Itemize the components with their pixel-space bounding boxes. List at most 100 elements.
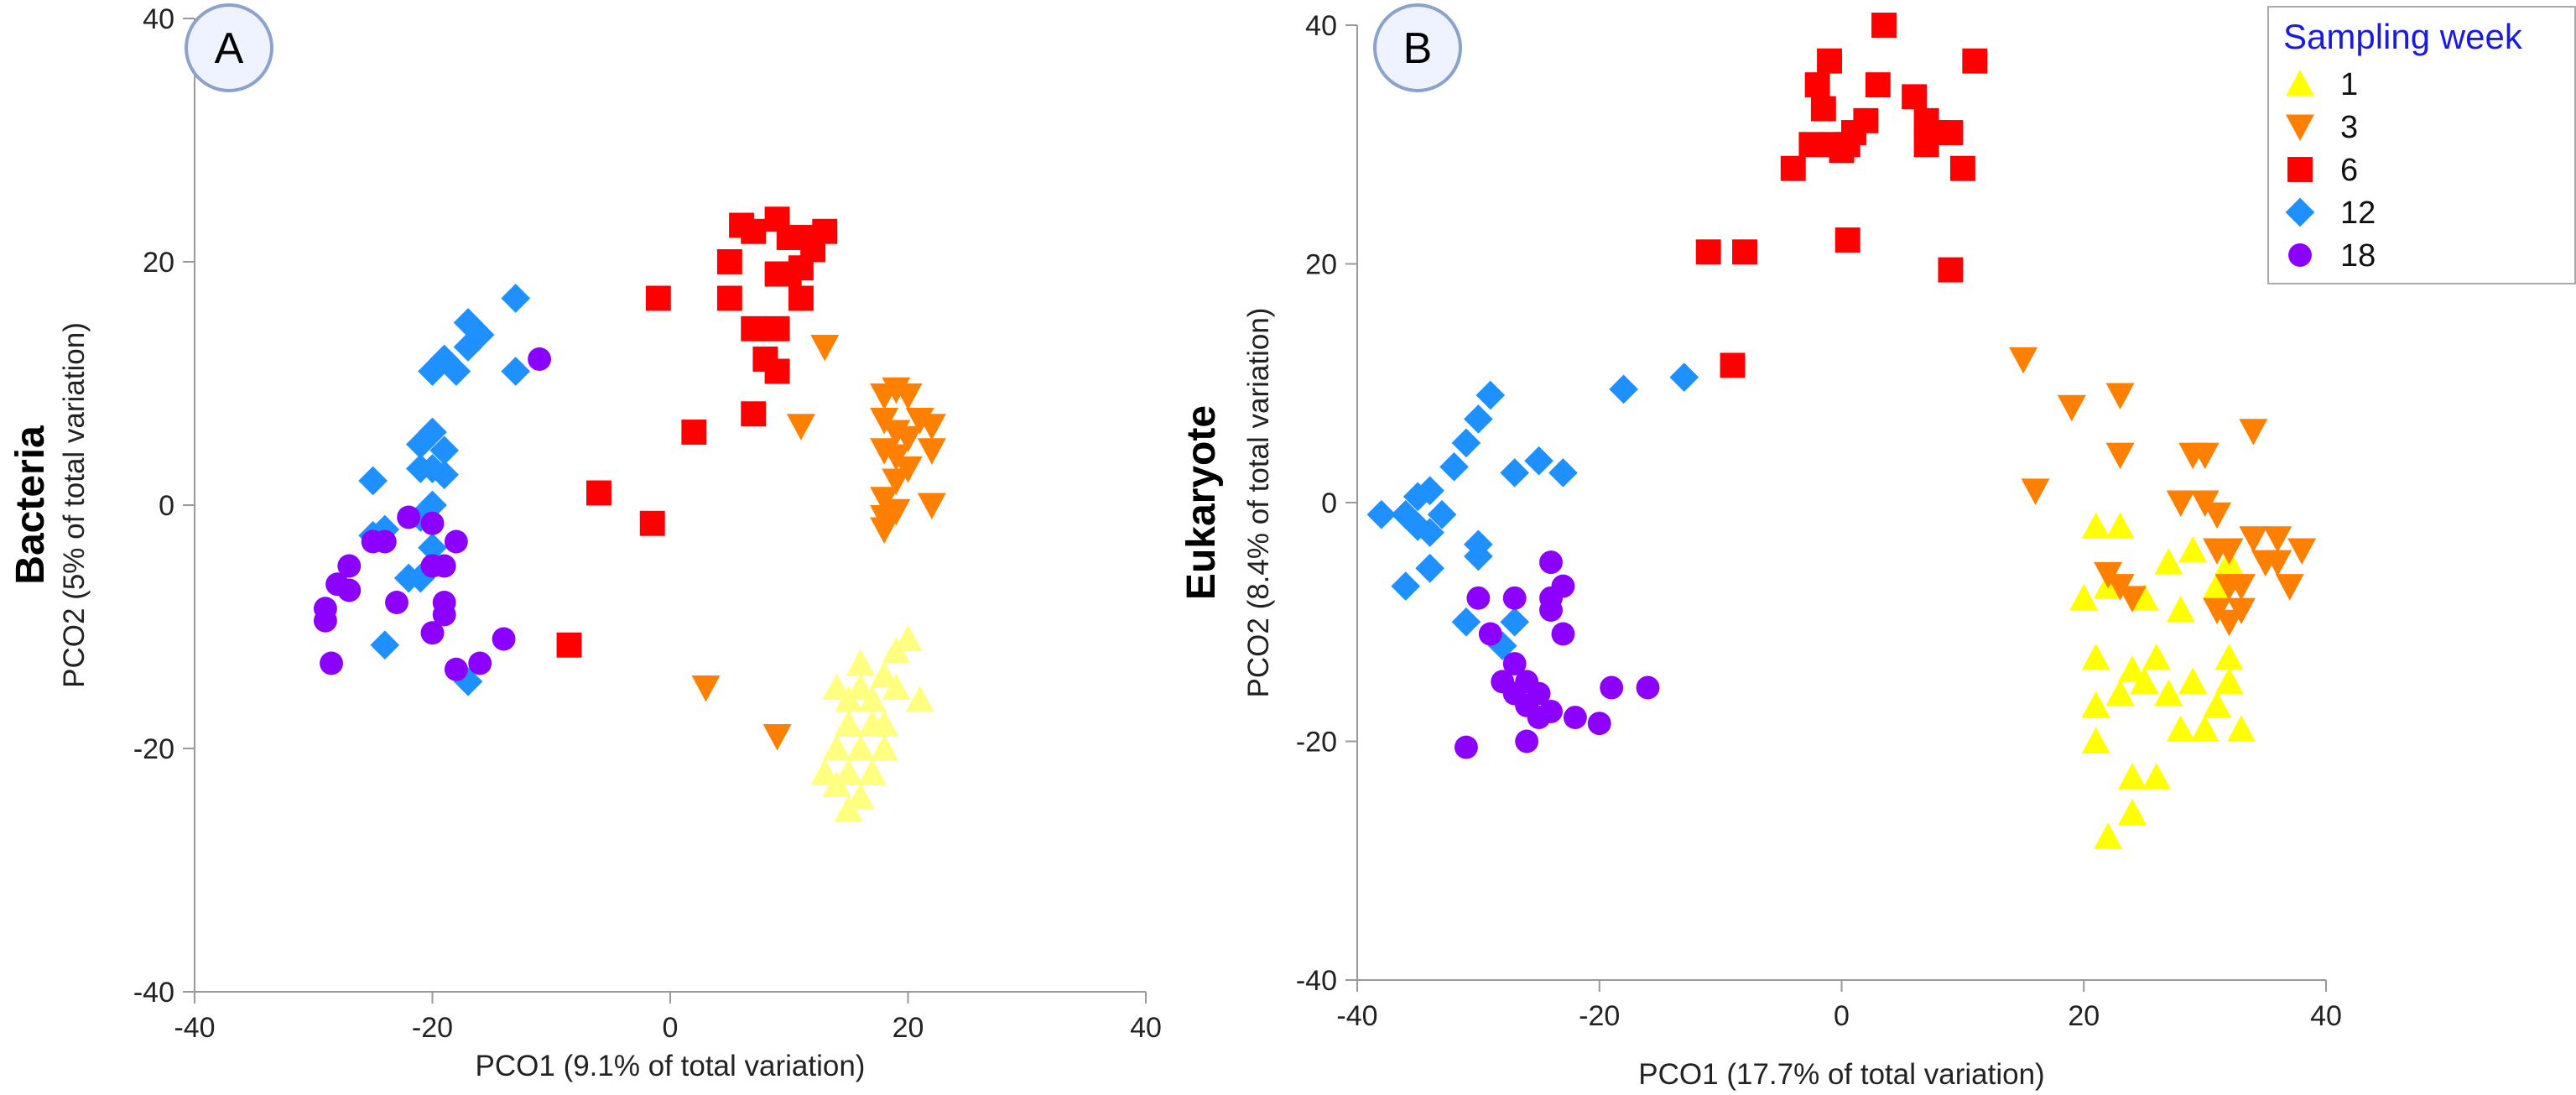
data-point-week-3 xyxy=(2239,419,2268,446)
data-point-week-12 xyxy=(418,417,447,447)
data-point-week-6 xyxy=(1829,138,1855,164)
data-point-week-1 xyxy=(870,710,899,737)
data-point-week-1 xyxy=(882,673,911,700)
data-point-week-6 xyxy=(1720,352,1746,378)
legend-marker-week-3 xyxy=(2286,114,2314,141)
data-point-week-18 xyxy=(1466,586,1491,610)
data-point-week-18 xyxy=(420,621,445,645)
y-axis-title: PCO2 (8.4% of total variation) xyxy=(1242,308,1275,698)
legend-marker-week-12 xyxy=(2285,197,2315,227)
data-point-week-12 xyxy=(405,430,435,459)
y-axis-title: PCO2 (5% of total variation) xyxy=(58,322,91,688)
data-point-week-1 xyxy=(2154,679,2183,707)
data-point-week-6 xyxy=(741,218,767,244)
panel-letter: B xyxy=(1403,24,1433,73)
data-point-week-6 xyxy=(741,315,767,342)
data-point-week-1 xyxy=(810,759,840,785)
data-point-week-3 xyxy=(2105,383,2135,409)
data-point-week-1 xyxy=(2178,667,2208,694)
data-point-week-18 xyxy=(397,505,421,529)
legend-title: Sampling week xyxy=(2283,17,2523,56)
data-point-week-12 xyxy=(1451,428,1481,458)
data-point-week-1 xyxy=(822,673,851,700)
legend-entry-week-18: 18 xyxy=(2288,238,2376,274)
data-point-week-12 xyxy=(418,490,447,520)
data-point-week-12 xyxy=(453,332,483,362)
x-axis-title: PCO1 (9.1% of total variation) xyxy=(476,1050,866,1082)
data-point-week-6 xyxy=(556,632,582,658)
legend-entry-week-6: 6 xyxy=(2287,153,2358,188)
data-point-week-12 xyxy=(429,460,460,490)
y-tick-label: -20 xyxy=(1296,727,1337,759)
data-point-week-3 xyxy=(2190,442,2220,470)
data-point-week-1 xyxy=(2203,571,2232,599)
data-point-week-3 xyxy=(2057,394,2086,422)
x-axis-title: PCO1 (17.7% of total variation) xyxy=(1638,1058,2044,1091)
data-point-week-6 xyxy=(800,237,826,263)
legend-marker-week-6 xyxy=(2287,157,2313,182)
data-point-week-18 xyxy=(1600,675,1624,700)
data-point-week-3 xyxy=(2263,550,2292,577)
data-point-week-1 xyxy=(2166,715,2195,742)
data-point-week-1 xyxy=(846,673,875,700)
data-point-week-12 xyxy=(1500,458,1530,488)
data-point-week-18 xyxy=(1454,735,1478,759)
data-point-week-12 xyxy=(358,466,388,496)
x-tick-label: 20 xyxy=(2068,1000,2100,1032)
panel-b: -40 -20 0 20 40 -40 -20 0 20 40 PCO1 (17.7% of tot… xyxy=(1179,3,2342,1091)
x-tick-label: 40 xyxy=(1130,1012,1162,1044)
data-point-week-1 xyxy=(846,649,875,675)
data-point-week-3 xyxy=(2105,442,2135,470)
data-point-week-3 xyxy=(2166,490,2195,517)
data-point-week-1 xyxy=(2118,655,2147,682)
data-point-week-18 xyxy=(372,529,397,554)
data-point-week-1 xyxy=(2166,596,2195,623)
row-label: Bacteria xyxy=(8,425,53,585)
data-point-week-12 xyxy=(1391,499,1421,529)
data-point-week-3 xyxy=(2263,526,2292,553)
data-point-week-6 xyxy=(764,358,790,384)
data-point-week-6 xyxy=(1780,155,1806,181)
data-point-week-1 xyxy=(857,686,887,712)
data-point-week-12 xyxy=(418,454,447,483)
data-point-week-12 xyxy=(1548,458,1578,488)
data-point-week-18 xyxy=(1502,586,1527,610)
data-point-week-3 xyxy=(2118,586,2147,613)
data-point-week-12 xyxy=(405,563,435,593)
data-point-week-6 xyxy=(1865,72,1891,98)
data-point-week-1 xyxy=(846,783,875,810)
data-point-week-6 xyxy=(776,225,802,250)
data-point-week-12 xyxy=(1451,607,1481,637)
legend: Sampling week 1 3 6 12 18 xyxy=(2267,6,2576,284)
series-week-6 xyxy=(1695,13,1988,378)
data-point-week-3 xyxy=(917,438,946,465)
data-point-week-1 xyxy=(870,734,899,761)
data-point-week-12 xyxy=(1415,553,1444,583)
data-point-week-18 xyxy=(1478,622,1502,646)
data-point-week-1 xyxy=(2105,679,2135,707)
data-point-week-6 xyxy=(1817,48,1843,74)
y-tick-label: 40 xyxy=(143,3,174,35)
data-point-week-1 xyxy=(2081,512,2110,539)
data-point-week-6 xyxy=(1949,155,1975,181)
x-tick-label: 0 xyxy=(663,1012,679,1044)
data-point-week-6 xyxy=(716,249,742,274)
data-point-week-12 xyxy=(1524,446,1553,476)
data-point-week-18 xyxy=(1551,622,1575,646)
data-point-week-1 xyxy=(2203,691,2232,718)
data-point-week-12 xyxy=(441,357,471,386)
data-point-week-18 xyxy=(1539,598,1563,622)
data-point-week-3 xyxy=(2203,538,2232,565)
legend-marker-week-18 xyxy=(2288,243,2312,267)
data-point-week-6 xyxy=(1938,257,1964,283)
panel-badge xyxy=(185,3,273,92)
x-tick-label: -40 xyxy=(174,1012,215,1044)
data-point-week-1 xyxy=(2214,643,2244,670)
legend-label: 6 xyxy=(2340,153,2358,188)
data-point-week-6 xyxy=(788,285,814,311)
x-tick-label: -20 xyxy=(1579,1000,1620,1032)
data-point-week-12 xyxy=(1500,607,1530,637)
data-point-week-6 xyxy=(681,420,707,445)
data-point-week-3 xyxy=(893,383,923,410)
data-point-week-1 xyxy=(822,734,851,761)
